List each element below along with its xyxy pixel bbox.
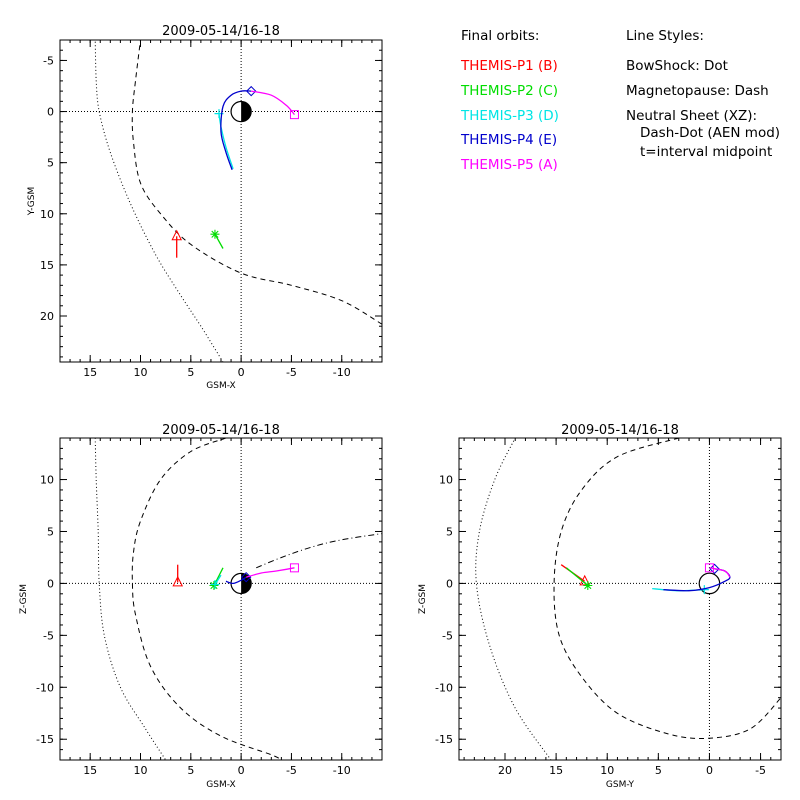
x-axis-label: GSM-X (206, 780, 235, 790)
y-tick-label: 10 (40, 474, 54, 487)
y-tick-label: 0 (47, 106, 54, 119)
x-tick-label: -5 (286, 366, 297, 379)
earth-icon (698, 572, 721, 595)
y-tick-label: -5 (43, 54, 54, 67)
x-axis-label: GSM-Y (606, 780, 635, 790)
y-tick-label: 20 (40, 310, 54, 323)
y-axis-label: Z-GSM (418, 584, 428, 614)
x-tick-label: -5 (286, 764, 297, 777)
y-axis-label: Y-GSM (27, 187, 37, 216)
bow-shock-line (94, 438, 167, 760)
legend-probe-p5: THEMIS-P5 (A) (460, 157, 558, 173)
magnetopause-line (131, 40, 382, 325)
orbit-p3 (218, 113, 234, 170)
square-marker (289, 110, 299, 120)
y-tick-label: -10 (435, 681, 453, 694)
legend-style-bowshock: BowShock: Dot (626, 58, 728, 74)
x-tick-label: 5 (187, 366, 194, 379)
asterisk-marker (210, 229, 220, 239)
legend-probe-p3: THEMIS-P3 (D) (460, 108, 559, 124)
plot-frame (59, 437, 383, 761)
orbit-p4 (663, 568, 731, 592)
plot-area (459, 438, 781, 760)
orbit-p5 (246, 567, 295, 578)
legend-probe-p2: THEMIS-P2 (C) (460, 83, 558, 99)
y-tick-label: 5 (446, 525, 453, 538)
square-marker (289, 563, 299, 573)
legend-orbits-title: Final orbits: (461, 28, 539, 44)
chart-title: 2009-05-14/16-18 (561, 423, 679, 438)
y-tick-label: -15 (435, 733, 453, 746)
chart-title: 2009-05-14/16-18 (162, 423, 280, 438)
square-marker (704, 563, 714, 573)
orbit-p3 (214, 574, 222, 585)
y-tick-label: 0 (446, 577, 453, 590)
plot-frame (458, 437, 782, 761)
y-tick-label: 10 (439, 474, 453, 487)
chart-title: 2009-05-14/16-18 (162, 24, 280, 39)
y-tick-label: 15 (40, 259, 54, 272)
plus-marker (210, 579, 220, 589)
orbit-p4 (225, 576, 247, 585)
x-tick-label: 10 (134, 366, 148, 379)
x-tick-label: -5 (755, 764, 766, 777)
triangle-marker (171, 229, 183, 241)
bow-shock-line (475, 438, 552, 760)
earth-night-side (241, 101, 252, 122)
x-tick-label: 0 (238, 366, 245, 379)
x-tick-label: 20 (498, 764, 512, 777)
x-tick-label: 5 (187, 764, 194, 777)
asterisk-marker (583, 580, 593, 590)
legend-style-midpoint: t=interval midpoint (640, 144, 772, 160)
x-tick-label: 5 (655, 764, 662, 777)
x-tick-label: 0 (706, 764, 713, 777)
diamond-marker (245, 85, 257, 97)
orbit-p2 (565, 567, 589, 587)
legend-style-neutral-sheet: Neutral Sheet (XZ): (626, 108, 757, 124)
legend-style-magnetopause: Magnetopause: Dash (626, 83, 769, 99)
x-tick-label: 15 (83, 764, 97, 777)
y-tick-label: 0 (47, 577, 54, 590)
orbit-p4 (220, 90, 252, 171)
y-tick-label: 5 (47, 157, 54, 170)
x-axis-label: GSM-X (206, 381, 235, 391)
y-tick-label: 10 (40, 208, 54, 221)
legend-probe-p4: THEMIS-P4 (E) (460, 132, 557, 148)
y-tick-label: 5 (47, 525, 54, 538)
asterisk-marker (209, 580, 219, 590)
y-tick-label: -15 (36, 733, 54, 746)
xz-plane-chart: 2009-05-14/16-18 GSM-X Z-GSM 15 10 5 0 -5 -10… (19, 423, 383, 790)
x-tick-label: 15 (549, 764, 563, 777)
xy-plane-chart: 2009-05-14/16-18 GSM-X Y-GSM 15 10 5 0 -5 -10… (27, 24, 383, 391)
magnetopause-line (553, 438, 781, 740)
legend-style-dash-dot: Dash-Dot (AEN mod) (640, 125, 780, 141)
x-tick-label: 10 (600, 764, 614, 777)
x-tick-label: 10 (134, 764, 148, 777)
x-tick-label: 0 (238, 764, 245, 777)
yz-plane-chart: 2009-05-14/16-18 GSM-Y Z-GSM 20 15 10 5 0 -5 -… (418, 423, 782, 790)
diamond-marker (709, 563, 720, 575)
neutral-sheet-line (256, 533, 382, 569)
plot-frame (59, 39, 383, 363)
x-tick-label: -10 (333, 764, 351, 777)
bow-shock-line (94, 40, 224, 362)
plot-area (60, 40, 382, 362)
legend-probe-p1: THEMIS-P1 (B) (460, 58, 558, 74)
legend-styles-title: Line Styles: (626, 28, 704, 44)
y-tick-label: -10 (36, 681, 54, 694)
magnetopause-line (131, 438, 282, 760)
plot-area (60, 438, 382, 760)
x-tick-label: 15 (83, 366, 97, 379)
orbit-p2 (214, 233, 224, 249)
legend: Final orbits: THEMIS-P1 (B) THEMIS-P2 (C… (460, 28, 780, 173)
y-axis-label: Z-GSM (19, 584, 29, 614)
x-tick-label: -10 (333, 366, 351, 379)
y-tick-label: -5 (43, 629, 54, 642)
triangle-marker (172, 575, 184, 587)
y-tick-label: -5 (442, 629, 453, 642)
